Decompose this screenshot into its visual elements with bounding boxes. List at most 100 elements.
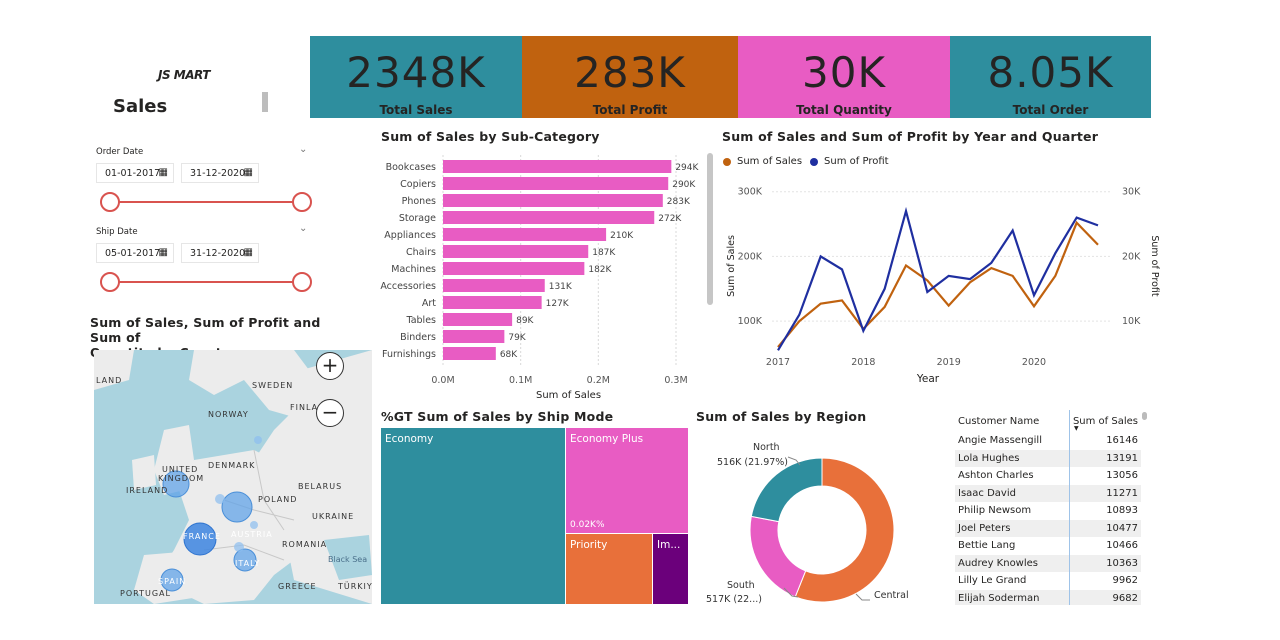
subcat-xlabel: Sum of Sales [536,390,602,401]
bar[interactable] [443,313,513,326]
kpi-total-quantity: 30K Total Quantity [738,36,950,118]
table-row[interactable]: Angie Massengill 16146 [955,432,1141,450]
kpi-value: 8.05K [987,48,1114,97]
calendar-icon[interactable]: ▦ [243,247,253,258]
data-label: 68K [500,350,518,360]
treemap-tile-immediate[interactable]: Im... [653,534,688,604]
map-label: ROMANIA [282,540,328,549]
x-tick-label: 0.0M [431,375,454,386]
scrollbar[interactable] [707,153,713,305]
map-label: KINGDOM [158,474,205,483]
map-visual[interactable]: LAND SWEDEN FINLA NORWAY UNITED KINGDOM … [94,350,372,604]
table-scroll-indicator[interactable] [1142,412,1147,420]
bar[interactable] [443,194,663,207]
bar[interactable] [443,211,655,224]
ship-date-slider-track[interactable] [110,281,302,283]
table-row[interactable]: Lilly Le Grand 9962 [955,572,1141,590]
donut-label-central: Central [874,590,909,601]
bubble-france [183,522,217,556]
x-tick-label: 2017 [766,357,790,368]
zoom-out-button[interactable]: − [316,399,344,427]
donut-slice[interactable] [749,515,807,598]
line-chart-title: Sum of Sales and Sum of Profit by Year a… [722,129,1099,144]
bar[interactable] [443,279,545,292]
ship-date-slider-start[interactable] [100,272,120,292]
order-date-slider-track[interactable] [110,201,302,203]
series-line[interactable] [777,220,1099,348]
bar[interactable] [443,177,669,190]
cell-customer-name: Bettie Lang [958,540,1016,552]
table-row[interactable]: Elijah Soderman 9682 [955,589,1141,605]
logo-text: JS MART [158,68,210,82]
ship-date-slider-end[interactable] [292,272,312,292]
treemap-tile-priority[interactable]: Priority [566,534,652,604]
zoom-in-button[interactable]: + [316,352,344,380]
map-label: IRELAND [126,486,169,495]
table-row[interactable]: Isaac David 11271 [955,484,1141,502]
chevron-down-icon[interactable]: ⌄ [299,223,308,234]
map-label: UKRAINE [312,512,355,521]
table-row[interactable]: Philip Newsom 10893 [955,502,1141,520]
sort-desc-icon[interactable]: ▼ [1073,425,1079,432]
y-tick-label: Appliances [384,230,436,241]
bar[interactable] [443,245,589,258]
x-tick-label: 2019 [937,357,961,368]
order-date-from[interactable]: 01-01-2017 ▦ [96,163,174,183]
leader-line [783,587,799,598]
treemap-title: %GT Sum of Sales by Ship Mode [381,409,614,424]
ship-date-from[interactable]: 05-01-2017 ▦ [96,243,174,263]
calendar-icon[interactable]: ▦ [243,167,253,178]
bubble-italy [233,548,257,572]
cell-customer-name: Lilly Le Grand [958,575,1027,587]
tile-label: Economy Plus [570,433,644,445]
bar[interactable] [443,262,585,275]
x-tick-label: 0.3M [664,375,687,386]
col-header-sales[interactable]: Sum of Sales ▼ [1068,410,1141,432]
map-label: UNITED [162,465,199,474]
treemap-tile-economy[interactable]: Economy [381,428,565,604]
y2-tick-label: 30K [1122,187,1141,198]
bar[interactable] [443,228,607,241]
calendar-icon[interactable]: ▦ [158,167,168,178]
donut-slice[interactable] [794,457,895,603]
table-row[interactable]: Bettie Lang 10466 [955,537,1141,555]
cell-customer-name: Elijah Soderman [955,589,1070,605]
cell-customer-name: Joel Peters [955,519,1070,537]
calendar-icon[interactable]: ▦ [158,247,168,258]
kpi-total-sales: 2348K Total Sales [310,36,522,118]
cell-sales: 13056 [1068,467,1141,485]
order-date-slider-start[interactable] [100,192,120,212]
series-line[interactable] [777,206,1099,351]
order-date-slider-end[interactable] [292,192,312,212]
table-row[interactable]: Lola Hughes 13191 [955,449,1141,467]
y-tick-label: Accessories [380,281,436,292]
bar[interactable] [443,347,496,360]
cell-customer-name: Lola Hughes [955,449,1070,467]
order-date-label: Order Date [96,147,144,157]
bar[interactable] [443,330,505,343]
donut-slice[interactable] [750,457,823,523]
x-tick-label: 2020 [1022,357,1046,368]
treemap-tile-economy-plus[interactable]: Economy Plus 0.02K% [566,428,688,533]
table-row[interactable]: Joel Peters 10477 [955,519,1141,537]
y-tick-label: Copiers [400,179,436,190]
order-date-to[interactable]: 31-12-2020 ▦ [181,163,259,183]
table-row[interactable]: Audrey Knowles 10363 [955,554,1141,572]
legend-dot [810,157,819,166]
y-tick-label: Art [422,298,436,309]
table-row[interactable]: Ashton Charles 13056 [955,467,1141,485]
data-label: 210K [610,231,634,241]
bar[interactable] [443,160,672,173]
logo-scrollbar[interactable] [262,92,268,112]
cell-customer-name: Angie Massengill [958,435,1042,447]
data-label: 187K [592,248,616,258]
report-title: Sales [113,96,168,117]
bar[interactable] [443,296,542,309]
chevron-down-icon[interactable]: ⌄ [299,144,308,155]
cell-sales: 16146 [1068,432,1141,450]
y-axis-title: Sum of Sales [726,235,737,297]
ship-date-to[interactable]: 31-12-2020 ▦ [181,243,259,263]
cell-customer-name: Audrey Knowles [955,554,1070,572]
cell-sales: 9962 [1068,572,1141,590]
col-header-customer[interactable]: Customer Name [958,415,1040,427]
